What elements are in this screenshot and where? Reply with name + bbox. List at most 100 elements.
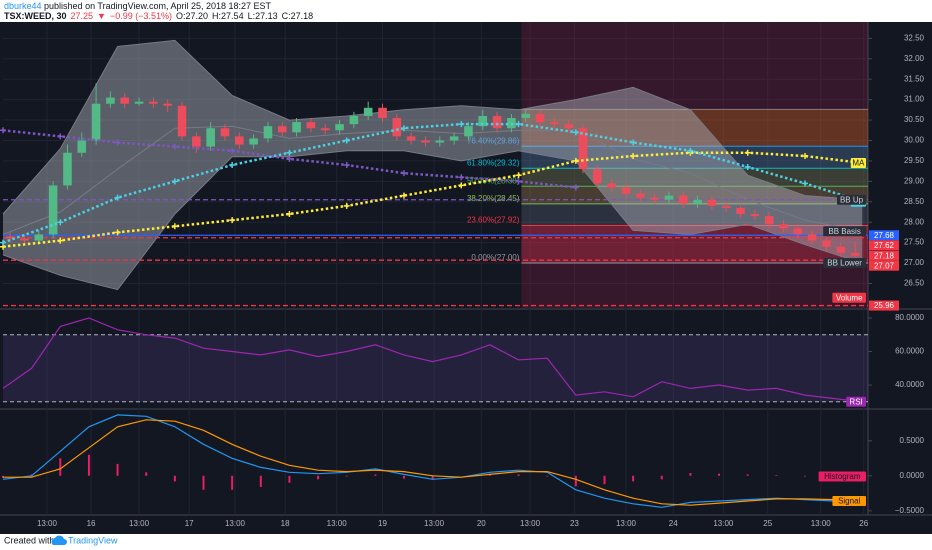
author[interactable]: dburke44	[4, 1, 42, 11]
ma-cross	[801, 180, 808, 187]
candle-body	[177, 105, 187, 137]
ma-cross	[630, 139, 637, 146]
x-tick-label: 13:00	[616, 519, 637, 528]
tag-label: Volume	[836, 293, 863, 302]
tag-box	[823, 226, 866, 237]
symbol: TSX:WEED, 30	[4, 11, 67, 21]
footer-created: Created with	[4, 535, 55, 545]
candle-body	[335, 124, 344, 131]
quote-last: 27.25	[71, 11, 94, 21]
candle-body	[607, 183, 616, 188]
candle-body	[249, 138, 258, 145]
tag-label: Signal	[838, 497, 860, 506]
candle-body	[564, 124, 573, 129]
tag-label: Histogram	[824, 472, 861, 481]
fib-label: 0.00%(27.00)	[471, 253, 519, 262]
x-tick-label: 19	[378, 519, 387, 528]
candle-body	[550, 122, 559, 125]
ma-cross	[744, 164, 751, 171]
price-tag	[869, 260, 899, 271]
histogram-bar	[746, 474, 749, 476]
candle-body	[693, 199, 702, 204]
y-tick-label: 26.50	[904, 279, 925, 288]
candle-body	[521, 113, 531, 119]
footer-brand[interactable]: TradingView	[68, 535, 118, 545]
ma-cross	[801, 153, 808, 160]
price-tag	[869, 300, 899, 311]
candle-body	[650, 197, 659, 200]
quote-change: −0.99 (−3.51%)	[110, 11, 172, 21]
candle-body	[349, 115, 359, 125]
price-tag-label: 27.62	[874, 241, 895, 250]
x-tick-label: 13:00	[225, 519, 246, 528]
x-tick-label: 13:00	[37, 519, 58, 528]
tag-box	[846, 396, 866, 407]
candle-body	[5, 236, 15, 239]
x-tick-label: 13:00	[129, 519, 150, 528]
histogram-bar	[59, 458, 62, 476]
fib-label: 61.80%(29.32)	[467, 158, 520, 167]
ma-cross	[171, 223, 178, 230]
ma-cross	[630, 153, 637, 160]
candle-body	[492, 115, 502, 129]
fib-band	[521, 203, 868, 226]
tag-label: RSI	[849, 397, 862, 406]
x-tick-label: 17	[185, 519, 194, 528]
tag-box	[832, 292, 866, 303]
histogram-bar	[603, 475, 606, 485]
ma-cross	[171, 178, 178, 185]
histogram-bar	[288, 475, 291, 483]
price-tag-label: 25.96	[874, 301, 895, 310]
tag-label: BB Lower	[827, 259, 862, 268]
y-tick-label: 60.0000	[895, 347, 924, 356]
price-tag-label: 27.07	[874, 261, 895, 270]
ma-cross	[0, 127, 6, 134]
candle-body	[235, 136, 244, 145]
histogram-bar	[87, 454, 90, 476]
macd-line	[2, 414, 863, 508]
x-tick-label: 20	[477, 519, 486, 528]
y-tick-label: 28.50	[904, 197, 925, 206]
ma-cross	[458, 121, 465, 128]
ma-cross	[572, 157, 579, 164]
ma-cross	[171, 143, 178, 150]
published: published on TradingView.com, April 25, …	[42, 1, 272, 11]
histogram-bar	[431, 475, 434, 480]
fib-band	[521, 225, 868, 264]
ma-cross	[286, 155, 293, 162]
histogram-bar	[689, 473, 692, 476]
tag-box	[837, 194, 866, 205]
price-tag-label: 27.68	[874, 231, 895, 240]
candle-body	[392, 118, 402, 137]
rsi-band	[3, 334, 868, 402]
candle-body	[163, 103, 172, 106]
ma-cross	[57, 133, 64, 140]
candle-body	[63, 152, 72, 186]
candle-body	[20, 238, 29, 241]
ma-cross	[286, 149, 293, 156]
candle-body	[292, 122, 301, 133]
y-tick-label: 29.50	[904, 156, 925, 165]
ma-cross	[515, 178, 522, 185]
y-tick-label: 32.50	[904, 33, 925, 42]
bollinger-lower	[2, 150, 863, 291]
y-tick-label: 80.0000	[895, 313, 924, 322]
y-tick-label: 0.0000	[900, 471, 925, 480]
candle-body	[206, 128, 215, 147]
tag-label: BB Up	[840, 195, 864, 204]
candle-body	[378, 107, 387, 119]
x-tick-label: 13:00	[424, 519, 445, 528]
histogram-bar	[173, 475, 176, 482]
candle-body	[822, 240, 831, 247]
fib-label: 76.40%(29.86)	[467, 136, 520, 145]
tag-box	[850, 157, 866, 168]
ma-cross	[458, 174, 465, 181]
histogram-bar	[145, 472, 148, 476]
histogram-bar	[546, 475, 549, 477]
candle-body	[807, 234, 817, 241]
price-tag	[869, 230, 899, 241]
ma-cross	[515, 121, 522, 128]
y-tick-label: 27.00	[904, 258, 925, 267]
fib-band	[521, 146, 868, 169]
fib-label: 50.00%(28.88)	[467, 176, 520, 185]
